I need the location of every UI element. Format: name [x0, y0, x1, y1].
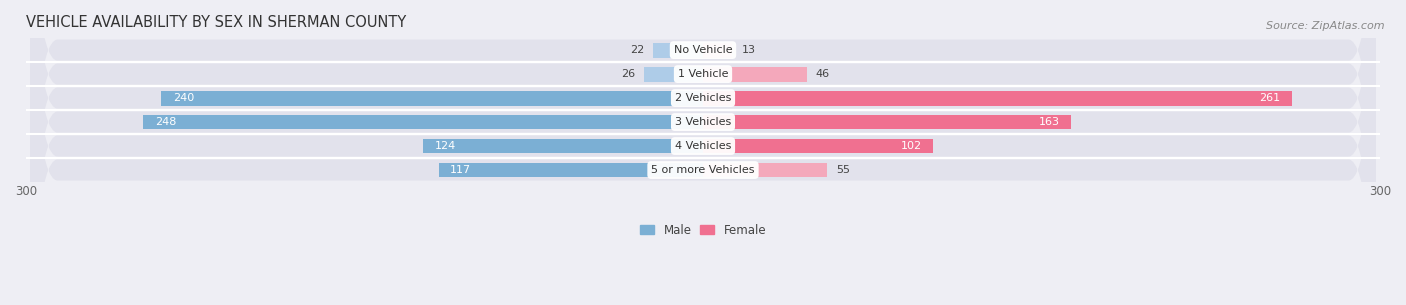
Bar: [703, 67, 807, 81]
Bar: [439, 163, 703, 178]
Legend: Male, Female: Male, Female: [640, 224, 766, 237]
Bar: [644, 67, 703, 81]
Text: No Vehicle: No Vehicle: [673, 45, 733, 55]
Text: 1 Vehicle: 1 Vehicle: [678, 69, 728, 79]
Bar: [703, 163, 827, 178]
FancyBboxPatch shape: [31, 0, 1375, 305]
Text: 46: 46: [815, 69, 830, 79]
Text: VEHICLE AVAILABILITY BY SEX IN SHERMAN COUNTY: VEHICLE AVAILABILITY BY SEX IN SHERMAN C…: [27, 15, 406, 30]
FancyBboxPatch shape: [31, 0, 1375, 305]
Bar: [162, 91, 703, 106]
FancyBboxPatch shape: [31, 0, 1375, 305]
Text: 4 Vehicles: 4 Vehicles: [675, 141, 731, 151]
Text: 55: 55: [837, 165, 851, 175]
Text: 2 Vehicles: 2 Vehicles: [675, 93, 731, 103]
Text: 261: 261: [1260, 93, 1281, 103]
FancyBboxPatch shape: [31, 0, 1375, 305]
FancyBboxPatch shape: [31, 0, 1375, 305]
Text: 22: 22: [630, 45, 644, 55]
Text: 13: 13: [741, 45, 755, 55]
Bar: [654, 43, 703, 58]
Text: 124: 124: [434, 141, 456, 151]
Text: 3 Vehicles: 3 Vehicles: [675, 117, 731, 127]
Bar: [703, 91, 1292, 106]
Bar: [423, 138, 703, 153]
Bar: [703, 138, 934, 153]
Text: 26: 26: [621, 69, 636, 79]
Bar: [703, 115, 1071, 130]
Text: 5 or more Vehicles: 5 or more Vehicles: [651, 165, 755, 175]
Text: 117: 117: [450, 165, 471, 175]
Text: 102: 102: [901, 141, 922, 151]
Bar: [703, 43, 733, 58]
Text: Source: ZipAtlas.com: Source: ZipAtlas.com: [1267, 21, 1385, 31]
FancyBboxPatch shape: [31, 0, 1375, 305]
Text: 248: 248: [155, 117, 176, 127]
Bar: [143, 115, 703, 130]
Text: 240: 240: [173, 93, 194, 103]
Text: 163: 163: [1039, 117, 1060, 127]
